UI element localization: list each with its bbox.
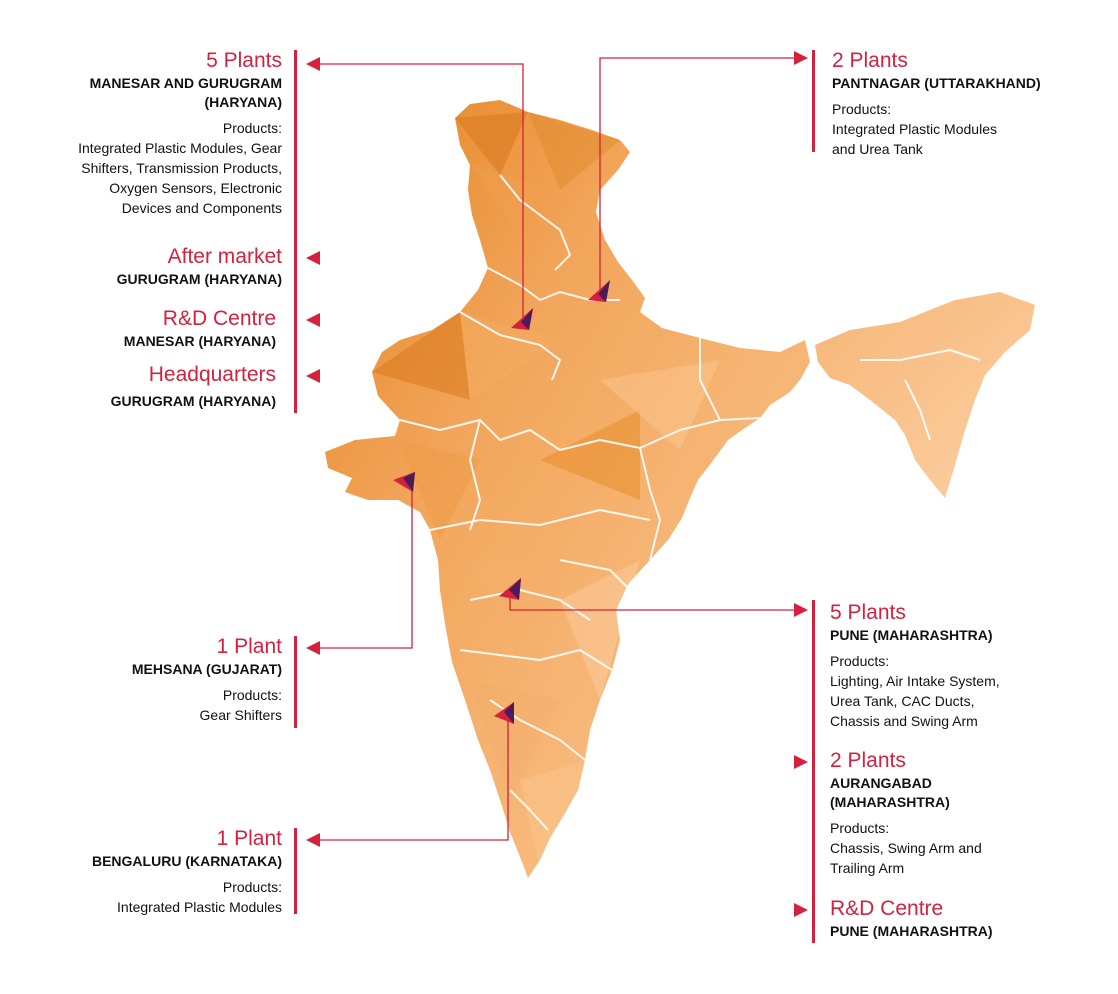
location-block-rnd-manesar: R&D Centre MANESAR (HARYANA) — [124, 306, 276, 351]
products-line: Integrated Plastic Modules — [117, 899, 282, 915]
location-block-headquarters: Headquarters GURUGRAM (HARYANA) — [111, 362, 276, 411]
right-pune-bar — [812, 600, 815, 943]
location-block-aftermarket: After market GURUGRAM (HARYANA) — [117, 244, 282, 289]
block-location: MANESAR AND GURUGRAM — [89, 75, 282, 91]
left-mehsana-bar — [294, 636, 297, 728]
block-location: PUNE (MAHARASHTRA) — [830, 627, 993, 643]
products-line: Oxygen Sensors, Electronic — [109, 180, 282, 196]
location-block-bengaluru: 1 Plant BENGALURU (KARNATAKA) Products: … — [92, 826, 282, 917]
marker-gurugram-manesar — [511, 308, 533, 330]
arrow-right-rnd-pune — [794, 903, 808, 917]
products-line: Urea Tank, CAC Ducts, — [830, 693, 975, 709]
block-heading: 2 Plants — [830, 749, 906, 772]
connector-manesar — [320, 63, 524, 320]
block-heading: 1 Plant — [216, 635, 282, 658]
arrowheads — [306, 51, 808, 917]
location-block-pune: 5 Plants PUNE (MAHARASHTRA) Products: Li… — [830, 600, 1000, 731]
block-location: MANESAR (HARYANA) — [123, 333, 276, 349]
products-label: Products: — [222, 120, 282, 136]
block-heading: Headquarters — [148, 363, 276, 386]
block-location: AURANGABAD — [830, 775, 932, 791]
products-line: Gear Shifters — [199, 707, 282, 723]
location-markers — [393, 280, 610, 724]
block-location: MEHSANA (GUJARAT) — [131, 661, 282, 677]
block-location: BENGALURU (KARNATAKA) — [91, 853, 282, 869]
block-location: PANTNAGAR (UTTARAKHAND) — [832, 75, 1041, 91]
arrow-left-mehsana — [306, 641, 320, 655]
location-block-manesar-gurugram: 5 Plants MANESAR AND GURUGRAM (HARYANA) … — [78, 48, 282, 218]
arrow-left-hq — [306, 369, 320, 383]
block-heading: 5 Plants — [206, 49, 282, 72]
block-heading: 2 Plants — [832, 49, 908, 72]
left-bengaluru-bar — [294, 828, 297, 914]
products-line: Lighting, Air Intake System, — [830, 673, 1000, 689]
products-line: Chassis, Swing Arm and — [830, 840, 982, 856]
block-heading: 5 Plants — [830, 601, 906, 624]
location-block-aurangabad: 2 Plants AURANGABAD (MAHARASHTRA) Produc… — [830, 748, 982, 878]
block-heading: After market — [167, 245, 282, 268]
arrow-right-aurangabad — [794, 755, 808, 769]
block-heading: R&D Centre — [830, 897, 944, 920]
map-facets — [372, 112, 720, 870]
connector-pantnagar — [599, 57, 800, 290]
right-pantnagar-bar — [812, 50, 815, 152]
marker-bengaluru — [494, 702, 514, 724]
block-location: PUNE (MAHARASHTRA) — [830, 923, 993, 939]
block-location: GURUGRAM (HARYANA) — [110, 393, 276, 409]
left-top-bar — [294, 50, 297, 413]
marker-pune — [499, 578, 521, 600]
block-location: GURUGRAM (HARYANA) — [116, 271, 282, 287]
marker-mehsana — [393, 472, 415, 492]
connector-mehsana — [320, 478, 413, 649]
connector-bengaluru — [320, 712, 509, 841]
location-block-rnd-pune: R&D Centre PUNE (MAHARASHTRA) — [830, 896, 993, 941]
marker-pantnagar — [588, 280, 610, 302]
products-line: Integrated Plastic Modules, Gear — [78, 140, 282, 156]
arrow-left-aftermarket — [306, 251, 320, 265]
arrow-right-pune — [794, 603, 808, 617]
location-block-mehsana: 1 Plant MEHSANA (GUJARAT) Products: Gear… — [132, 634, 282, 725]
products-line: Shifters, Transmission Products, — [81, 160, 282, 176]
location-block-pantnagar: 2 Plants PANTNAGAR (UTTARAKHAND) Product… — [832, 48, 1041, 159]
block-location: (HARYANA) — [204, 94, 282, 110]
block-location: (MAHARASHTRA) — [830, 794, 950, 810]
arrow-left-bengaluru — [306, 833, 320, 847]
products-line: Integrated Plastic Modules — [832, 121, 997, 137]
products-label: Products: — [830, 820, 890, 836]
products-label: Products: — [832, 101, 892, 117]
block-heading: R&D Centre — [162, 307, 276, 330]
products-label: Products: — [222, 687, 282, 703]
products-line: and Urea Tank — [832, 141, 923, 157]
products-line: Devices and Components — [121, 200, 282, 216]
arrow-left-5plants — [306, 57, 320, 71]
products-label: Products: — [222, 879, 282, 895]
arrow-left-rnd — [306, 313, 320, 327]
products-label: Products: — [830, 653, 890, 669]
india-mainland — [325, 100, 810, 878]
connector-lines — [320, 57, 800, 841]
products-line: Chassis and Swing Arm — [830, 713, 978, 729]
arrow-right-pantnagar — [794, 51, 808, 65]
block-heading: 1 Plant — [216, 827, 282, 850]
products-line: Trailing Arm — [830, 860, 905, 876]
india-northeast — [815, 292, 1035, 498]
